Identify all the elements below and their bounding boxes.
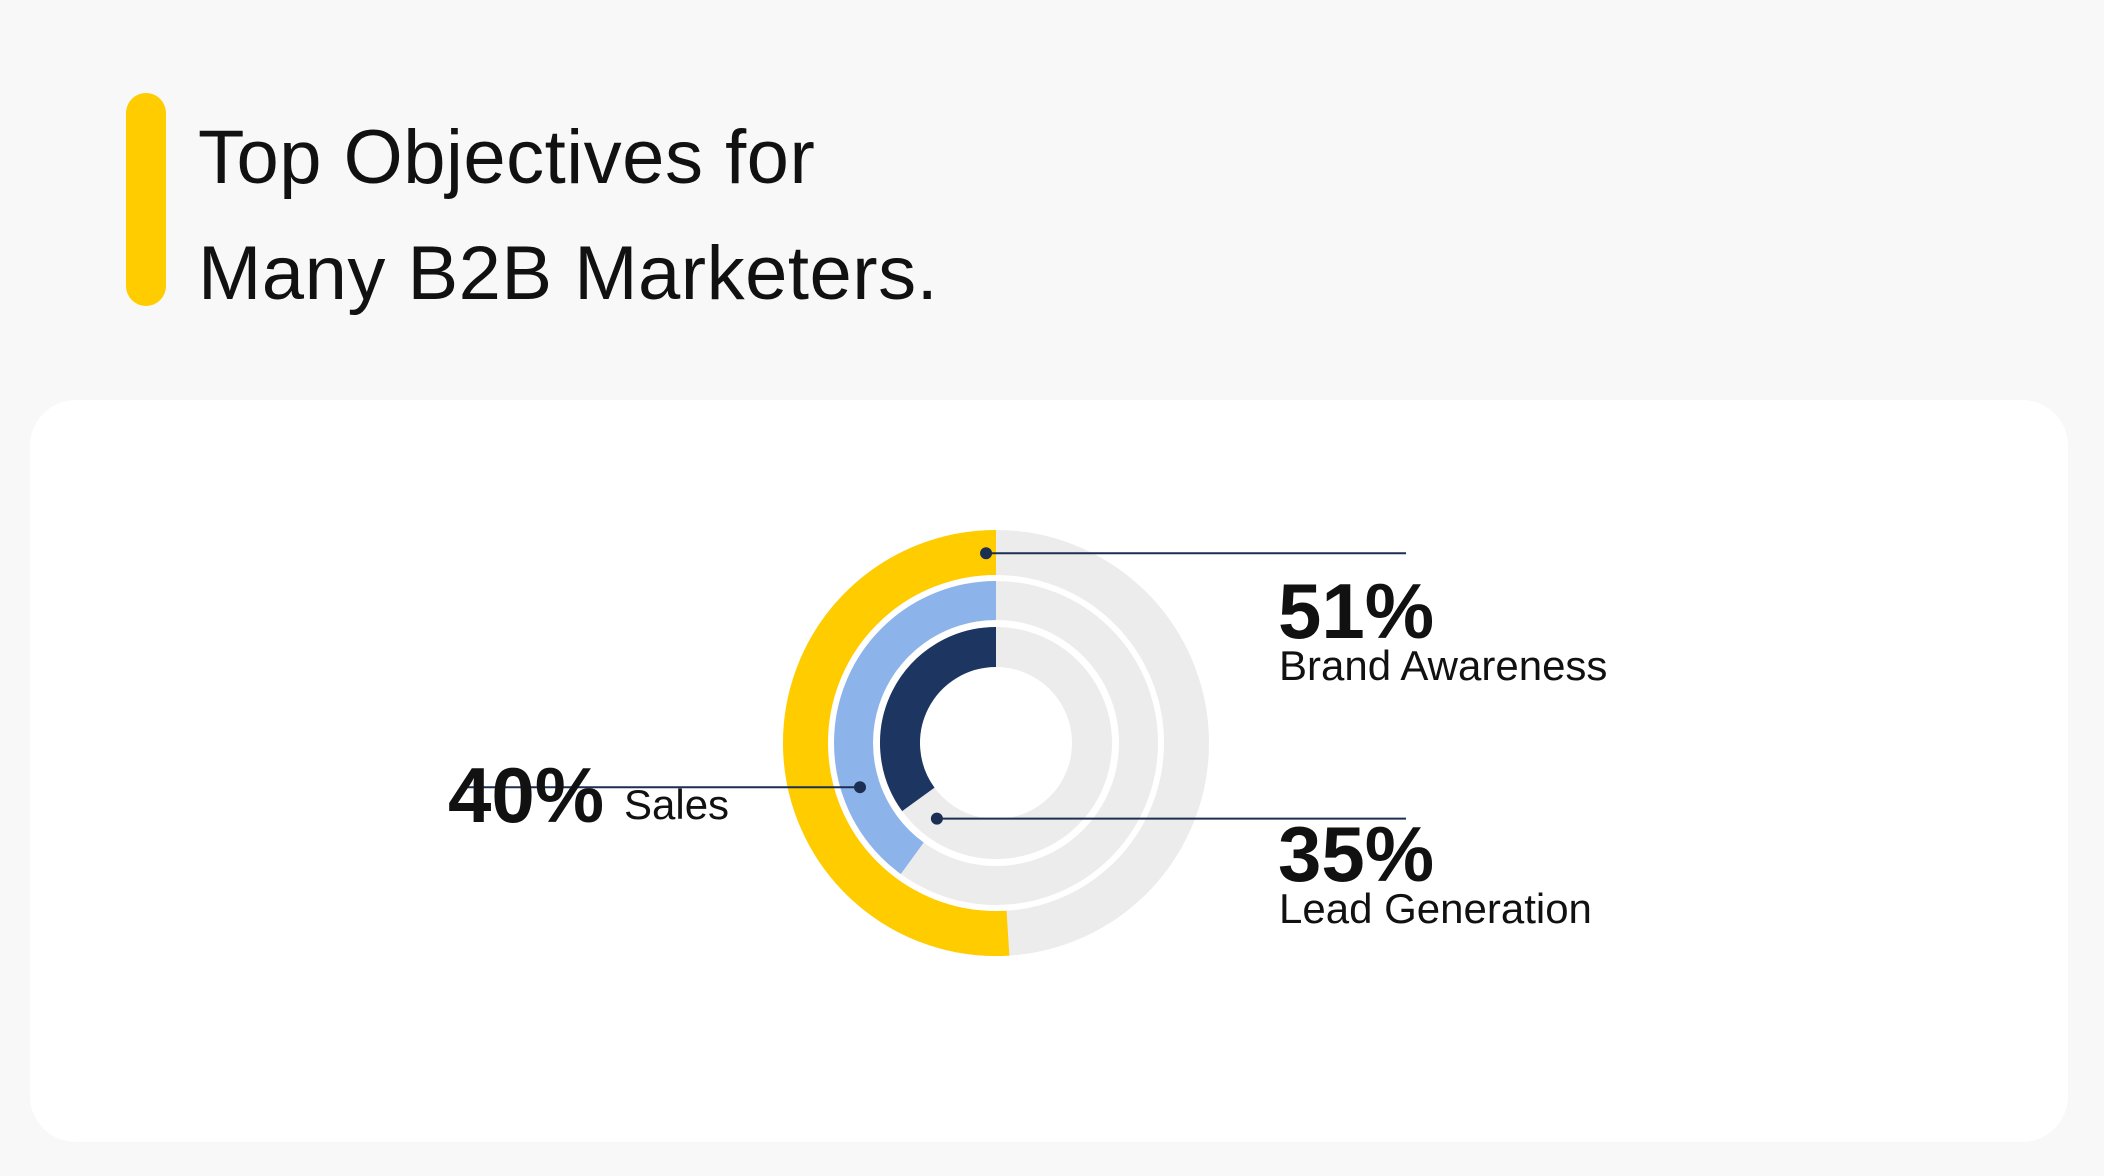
chart-card [30, 400, 2068, 1142]
chart-leader-lines [463, 547, 1406, 825]
sales-label: Sales [624, 781, 730, 828]
brand-awareness-value: 51% [1278, 567, 1435, 655]
chart-rings [783, 530, 1209, 956]
lead-generation-label: Lead Generation [1279, 885, 1592, 932]
sales-value: 40% [448, 751, 605, 839]
title-accent-bar [126, 93, 166, 306]
brand-awareness-label: Brand Awareness [1279, 642, 1608, 689]
lead-generation-value: 35% [1278, 810, 1435, 898]
page-title-line-2: Many B2B Marketers. [198, 231, 939, 316]
page-title: Top Objectives for Many B2B Marketers. [198, 100, 938, 332]
brand-awareness-arc [783, 530, 1010, 956]
ring-separator-2 [873, 620, 1119, 866]
sales-leader-dot [853, 781, 866, 794]
lead-generation-leader-dot [930, 812, 943, 825]
lead-generation-arc [880, 627, 997, 812]
page-title-line-1: Top Objectives for [198, 115, 816, 200]
sales-arc [833, 580, 997, 875]
ring-separator-1 [828, 575, 1164, 911]
brand-awareness-leader-dot [980, 547, 993, 560]
